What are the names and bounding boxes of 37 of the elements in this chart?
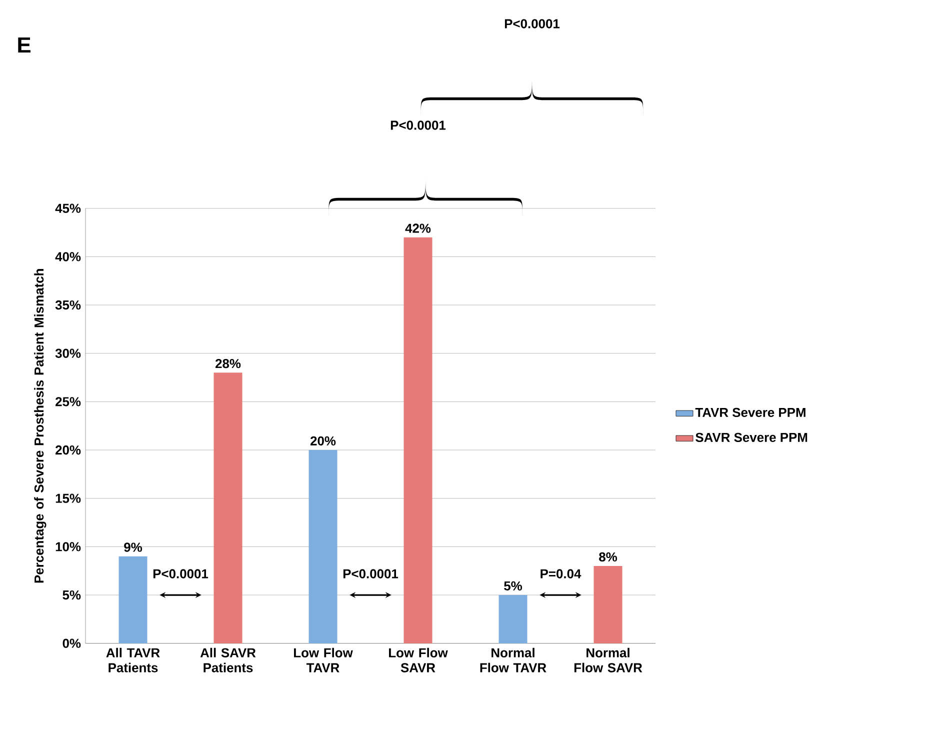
x-tick-label: Normal Flow SAVR <box>574 648 642 672</box>
y-tick-label: 10% <box>56 542 81 552</box>
text: P<0.0001 <box>504 19 560 28</box>
bar <box>118 556 148 644</box>
x-tick-label: All TAVR Patients <box>106 648 160 672</box>
annotation: P<0.0001 <box>153 569 208 578</box>
y-axis-title: Percentage of Severe Prosthesis Patient Mismatch <box>34 269 46 583</box>
bar <box>404 237 432 644</box>
y-tick-label: 40% <box>55 252 81 262</box>
legend-label: TAVR Severe PPM <box>695 408 806 418</box>
x-tick-label: Low Flow TAVR <box>294 648 353 672</box>
x-tick-label: Normal Flow TAVR <box>480 648 546 672</box>
annotation: P=0.04 <box>540 569 582 578</box>
y-tick-label: 35% <box>55 300 81 310</box>
y-tick-label: 5% <box>62 590 81 600</box>
bar <box>214 372 242 644</box>
annotation: P<0.0001 <box>343 569 398 578</box>
bar <box>594 566 622 644</box>
data-label: 28% <box>216 358 241 368</box>
bar <box>498 595 528 644</box>
data-label: 8% <box>599 552 618 562</box>
text: E <box>18 37 30 53</box>
legend-label: SAVR Severe PPM <box>696 432 808 442</box>
x-tick-label: Low Flow SAVR <box>389 648 448 672</box>
x-tick-label: All SAVR Patients <box>200 648 256 672</box>
y-tick-label: 20% <box>56 445 81 455</box>
data-label: 9% <box>124 542 142 552</box>
data-label: 42% <box>405 224 431 233</box>
data-label: 5% <box>504 581 522 590</box>
y-tick-label: 25% <box>56 397 81 406</box>
y-tick-label: 15% <box>56 494 81 503</box>
data-label: 20% <box>310 436 336 446</box>
y-tick-label: 45% <box>55 204 81 213</box>
y-tick-label: 0% <box>62 638 81 648</box>
bar <box>308 450 338 644</box>
text: P<0.0001 <box>390 120 446 130</box>
y-tick-label: 30% <box>55 348 81 358</box>
